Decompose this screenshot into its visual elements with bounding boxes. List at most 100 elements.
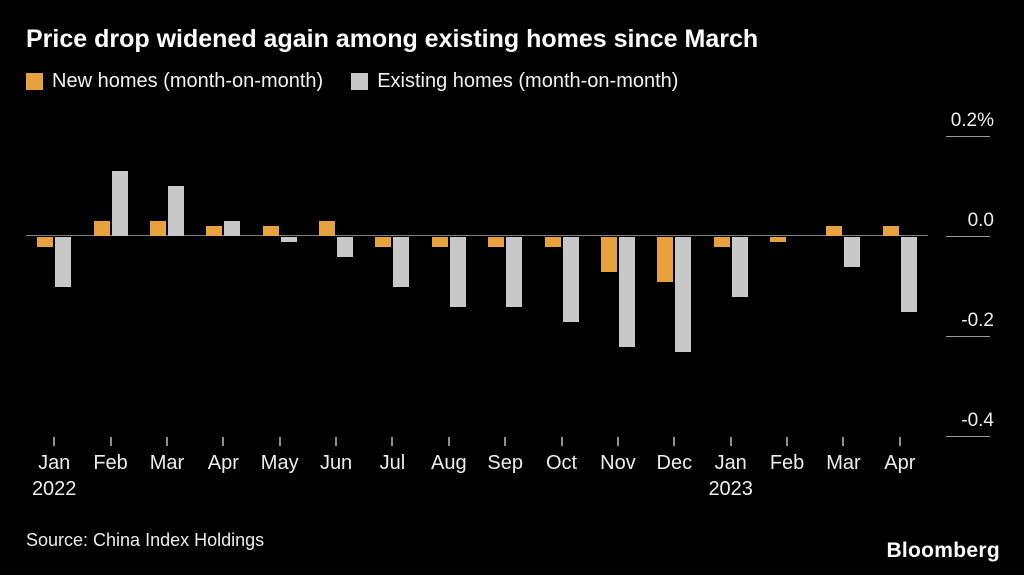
x-axis-month-label: Dec	[656, 452, 693, 474]
x-axis-month-label: Apr	[207, 452, 239, 474]
month-column	[477, 111, 533, 446]
month-column	[195, 111, 251, 446]
month-column	[82, 111, 138, 446]
bar-new-homes	[826, 226, 843, 236]
bar-existing-homes	[618, 237, 635, 347]
x-axis-label-cell: Nov	[590, 451, 646, 501]
x-axis-month-label: Jan	[38, 452, 71, 474]
x-axis-label-cell: Sep	[477, 451, 533, 501]
bar-existing-homes	[449, 237, 466, 307]
x-axis-tick	[447, 437, 450, 446]
bar-existing-homes	[506, 237, 523, 307]
x-axis-month-label: May	[260, 452, 299, 474]
y-axis-tick-label: 0.0	[967, 210, 994, 231]
x-axis-year-label: 2022	[31, 478, 77, 500]
bar-new-homes	[375, 237, 392, 247]
month-column	[26, 111, 82, 446]
x-axis-tick	[842, 437, 845, 446]
bar-new-homes	[657, 237, 674, 282]
bar-chart: Jan 2022 Feb Mar Apr May Jun Jul Aug Sep Oct Nov Dec…	[26, 110, 1000, 501]
x-axis-tick	[898, 437, 901, 446]
x-axis-tick	[673, 437, 676, 446]
month-column	[308, 111, 364, 446]
x-axis-tick	[165, 437, 168, 446]
x-axis-tick	[222, 437, 225, 446]
bar-new-homes	[319, 221, 336, 236]
month-column	[139, 111, 195, 446]
x-axis-year-label: 2023	[708, 478, 753, 500]
bar-existing-homes	[675, 237, 692, 352]
x-axis-month-label: Feb	[93, 452, 128, 474]
legend-item-new-homes: New homes (month-on-month)	[26, 70, 323, 93]
x-axis-label-cell: Jun	[308, 451, 364, 501]
x-axis-tick	[504, 437, 507, 446]
bar-new-homes	[37, 237, 54, 247]
bar-new-homes	[431, 237, 448, 247]
bar-new-homes	[262, 226, 279, 236]
page-title: Price drop widened again among existing …	[26, 25, 759, 53]
y-axis-tick	[946, 236, 990, 237]
x-axis-label-cell: Dec	[646, 451, 702, 501]
x-axis-month-label: Sep	[487, 452, 523, 474]
month-column	[590, 111, 646, 446]
plot-area	[26, 111, 928, 446]
bar-existing-homes	[337, 237, 354, 257]
x-axis-month-label: Jul	[379, 452, 406, 474]
y-axis-tick	[946, 136, 990, 137]
month-column	[533, 111, 589, 446]
y-axis-tick-label: -0.4	[961, 410, 994, 431]
x-axis-month-label: Apr	[884, 452, 916, 474]
x-axis-month-label: Feb	[769, 452, 805, 474]
bar-new-homes	[600, 237, 617, 272]
x-axis-label-cell: Jan 2022	[26, 451, 82, 501]
month-column	[759, 111, 815, 446]
x-axis-label-cell: Jan 2023	[703, 451, 759, 501]
legend-swatch-existing-homes-icon	[351, 73, 369, 90]
x-axis-label-cell: May	[252, 451, 308, 501]
bar-new-homes	[544, 237, 561, 247]
bar-existing-homes	[562, 237, 579, 322]
x-axis-label-cell: Aug	[421, 451, 477, 501]
x-axis-label-cell: Feb	[759, 451, 815, 501]
chart-legend: New homes (month-on-month) Existing home…	[26, 70, 1000, 93]
x-axis-tick	[109, 437, 112, 446]
x-axis-tick	[391, 437, 394, 446]
x-axis-label-cell: Mar	[139, 451, 195, 501]
y-axis-tick-label: 0.2%	[950, 110, 994, 131]
x-axis-month-label: Jan	[714, 452, 747, 474]
x-axis: Jan 2022 Feb Mar Apr May Jun Jul Aug Sep Oct Nov Dec…	[26, 451, 928, 501]
x-axis-label-cell: Apr	[872, 451, 928, 501]
bar-existing-homes	[280, 237, 297, 242]
legend-item-existing-homes: Existing homes (month-on-month)	[351, 70, 678, 93]
month-column	[421, 111, 477, 446]
bar-existing-homes	[224, 221, 241, 236]
x-axis-tick	[53, 437, 56, 446]
x-axis-label-cell: Oct	[533, 451, 589, 501]
bar-new-homes	[770, 237, 787, 242]
legend-label-existing-homes: Existing homes (month-on-month)	[377, 70, 679, 92]
month-column	[872, 111, 928, 446]
x-axis-label-cell: Jul	[364, 451, 420, 501]
month-column	[815, 111, 871, 446]
bar-new-homes	[713, 237, 730, 247]
bar-new-homes	[149, 221, 166, 236]
y-axis-tick-label: -0.2	[961, 310, 994, 331]
x-axis-tick	[278, 437, 281, 446]
bloomberg-logo: Bloomberg	[886, 539, 1000, 562]
plot-column: Jan 2022 Feb Mar Apr May Jun Jul Aug Sep Oct Nov Dec…	[26, 111, 928, 501]
month-column	[646, 111, 702, 446]
bar-existing-homes	[55, 237, 72, 287]
bar-existing-homes	[111, 171, 128, 236]
bar-new-homes	[488, 237, 505, 247]
x-axis-month-label: Aug	[431, 452, 467, 474]
legend-label-new-homes: New homes (month-on-month)	[52, 70, 324, 92]
y-axis-tick	[946, 436, 990, 437]
x-axis-label-cell: Feb	[82, 451, 138, 501]
bar-existing-homes	[900, 237, 917, 312]
bar-new-homes	[882, 226, 899, 236]
x-axis-label-cell: Apr	[195, 451, 251, 501]
x-axis-tick	[786, 437, 789, 446]
x-axis-month-label: Nov	[600, 452, 636, 474]
legend-swatch-new-homes-icon	[26, 73, 43, 90]
